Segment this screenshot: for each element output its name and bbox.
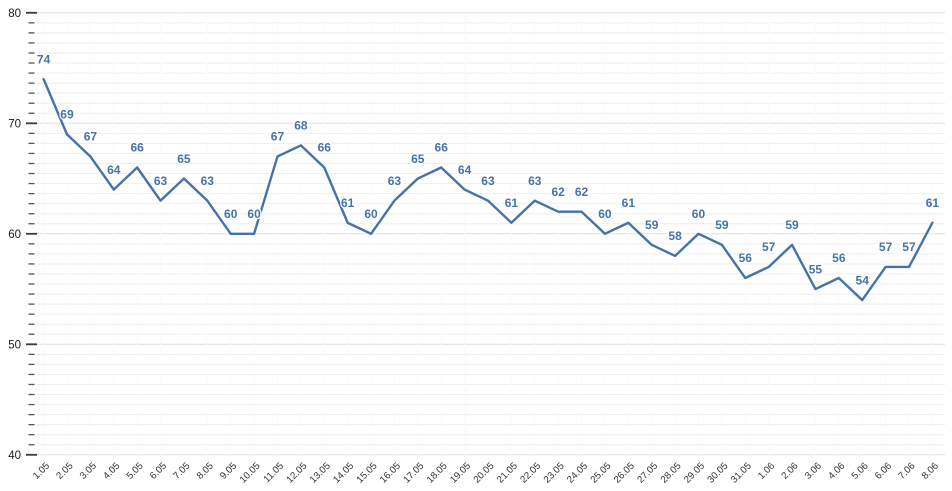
svg-text:67: 67 [84, 130, 98, 144]
svg-text:59: 59 [785, 218, 799, 232]
svg-text:64: 64 [107, 163, 121, 177]
svg-text:62: 62 [551, 185, 565, 199]
svg-text:57: 57 [879, 240, 893, 254]
svg-text:57: 57 [762, 240, 776, 254]
svg-text:66: 66 [318, 141, 332, 155]
svg-text:66: 66 [435, 141, 449, 155]
svg-text:67: 67 [271, 130, 285, 144]
svg-text:40: 40 [8, 450, 21, 462]
svg-text:58: 58 [668, 229, 682, 243]
svg-text:60: 60 [247, 207, 261, 221]
svg-text:63: 63 [201, 174, 215, 188]
svg-text:54: 54 [856, 273, 870, 287]
svg-text:63: 63 [481, 174, 495, 188]
svg-text:61: 61 [505, 196, 519, 210]
svg-text:61: 61 [622, 196, 636, 210]
svg-text:66: 66 [130, 141, 144, 155]
svg-text:60: 60 [692, 207, 706, 221]
svg-text:62: 62 [575, 185, 589, 199]
svg-text:50: 50 [8, 339, 21, 351]
svg-text:63: 63 [528, 174, 542, 188]
svg-text:65: 65 [411, 152, 425, 166]
svg-text:60: 60 [598, 207, 612, 221]
svg-text:60: 60 [8, 229, 21, 241]
svg-text:69: 69 [60, 108, 74, 122]
svg-text:56: 56 [739, 251, 753, 265]
svg-text:64: 64 [458, 163, 472, 177]
svg-text:59: 59 [645, 218, 659, 232]
svg-text:55: 55 [809, 262, 823, 276]
svg-text:63: 63 [154, 174, 168, 188]
svg-text:60: 60 [224, 207, 238, 221]
svg-text:65: 65 [177, 152, 191, 166]
svg-text:74: 74 [37, 52, 51, 66]
svg-text:59: 59 [715, 218, 729, 232]
svg-text:57: 57 [902, 240, 916, 254]
svg-text:56: 56 [832, 251, 846, 265]
svg-text:80: 80 [8, 8, 21, 20]
svg-text:61: 61 [341, 196, 355, 210]
svg-text:68: 68 [294, 119, 308, 133]
svg-text:63: 63 [388, 174, 402, 188]
svg-text:61: 61 [926, 196, 940, 210]
svg-text:60: 60 [364, 207, 378, 221]
svg-text:70: 70 [8, 118, 21, 130]
